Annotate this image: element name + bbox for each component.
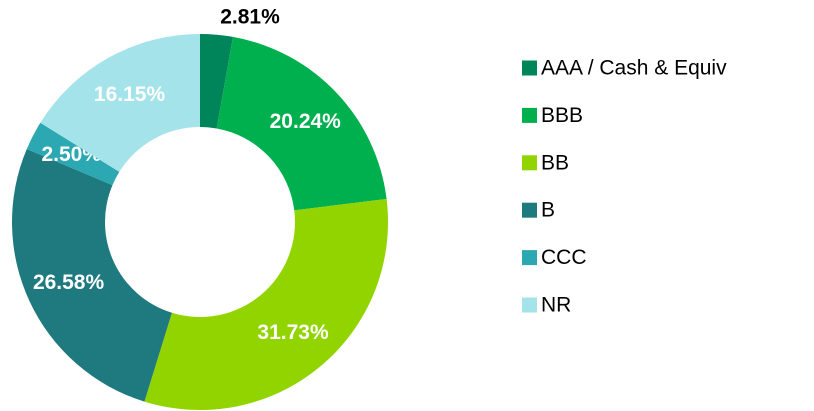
- donut-slice: [216, 36, 387, 211]
- legend-swatch: [522, 60, 537, 76]
- data-label: 20.24%: [270, 110, 342, 133]
- legend-swatch: [522, 250, 537, 266]
- legend-swatch: [522, 155, 537, 171]
- legend-label: B: [541, 199, 555, 222]
- donut-slice: [11, 148, 172, 402]
- data-label: 16.15%: [94, 83, 166, 106]
- legend-label: AAA / Cash & Equiv: [541, 57, 727, 80]
- legend-label: BBB: [541, 104, 583, 127]
- legend-label: NR: [541, 294, 571, 317]
- donut-slice: [26, 122, 120, 186]
- legend-swatch: [522, 107, 537, 123]
- legend-label: BB: [541, 151, 569, 174]
- legend-swatch: [522, 202, 537, 218]
- data-label: 2.81%: [220, 6, 280, 29]
- legend-swatch: [522, 297, 537, 313]
- data-label: 26.58%: [33, 271, 105, 294]
- donut-slice: [40, 34, 200, 172]
- donut-slice: [200, 34, 234, 129]
- legend-label: CCC: [541, 246, 587, 269]
- donut-slice: [144, 198, 388, 410]
- data-label: 31.73%: [257, 321, 329, 344]
